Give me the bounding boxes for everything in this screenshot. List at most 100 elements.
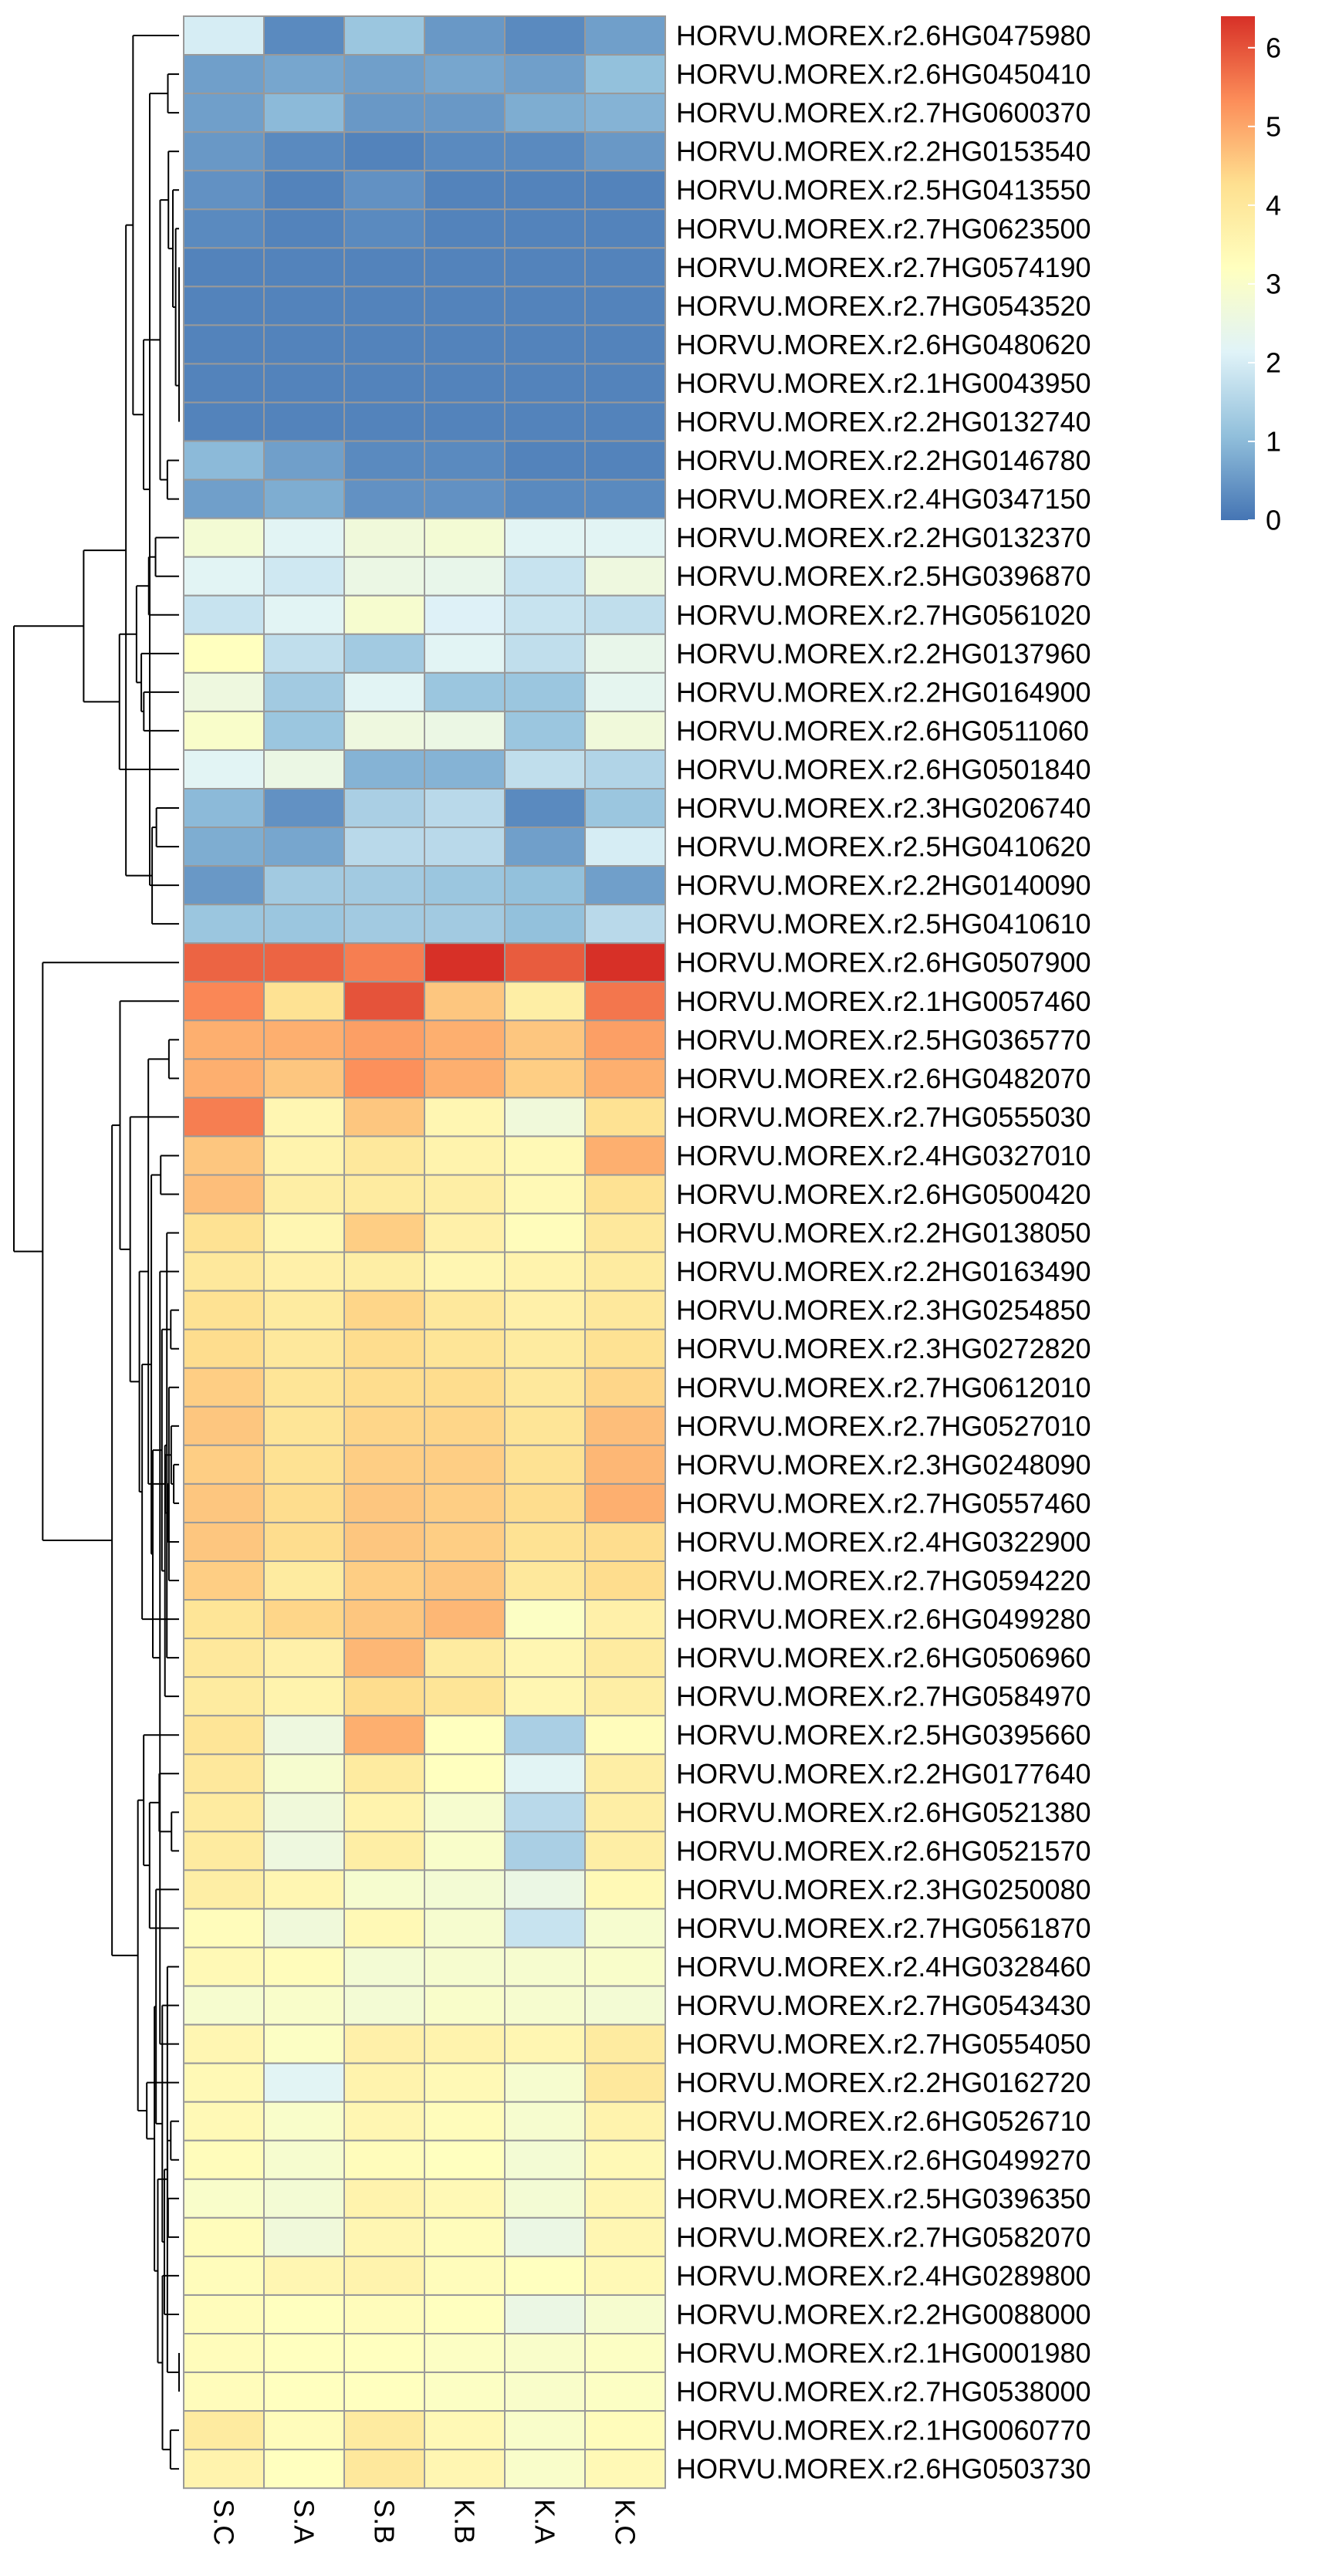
heatmap-cell bbox=[584, 1985, 666, 2026]
heatmap-cell bbox=[343, 517, 425, 558]
heatmap-cell bbox=[504, 1174, 586, 1215]
heatmap-cell bbox=[263, 440, 345, 481]
heatmap-cell bbox=[183, 2255, 265, 2296]
heatmap-cell bbox=[504, 15, 586, 56]
heatmap-cell bbox=[183, 2333, 265, 2374]
heatmap-cell bbox=[504, 1908, 586, 1949]
heatmap-cell bbox=[424, 827, 506, 867]
heatmap-cell bbox=[424, 2371, 506, 2412]
heatmap-cell bbox=[343, 865, 425, 906]
row-label: HORVU.MOREX.r2.7HG0582070 bbox=[676, 2221, 1091, 2253]
heatmap-cell bbox=[504, 2062, 586, 2103]
heatmap-cell bbox=[504, 1444, 586, 1485]
heatmap-cell bbox=[584, 594, 666, 635]
heatmap-cell bbox=[183, 2410, 265, 2451]
row-label: HORVU.MOREX.r2.2HG0088000 bbox=[676, 2298, 1091, 2330]
heatmap-cell bbox=[263, 1135, 345, 1176]
legend-colorbar bbox=[1221, 16, 1255, 520]
heatmap-cell bbox=[584, 1715, 666, 1756]
heatmap-cell bbox=[263, 1715, 345, 1756]
heatmap-cell bbox=[183, 1135, 265, 1176]
heatmap-cell bbox=[263, 1985, 345, 2026]
heatmap-cell bbox=[584, 1444, 666, 1485]
row-label: HORVU.MOREX.r2.3HG0254850 bbox=[676, 1294, 1091, 1326]
row-label: HORVU.MOREX.r2.5HG0395660 bbox=[676, 1719, 1091, 1751]
heatmap-cell bbox=[343, 2062, 425, 2103]
heatmap-cell bbox=[504, 2255, 586, 2296]
heatmap-cell bbox=[504, 2333, 586, 2374]
heatmap-cell bbox=[343, 2101, 425, 2142]
heatmap-cell bbox=[343, 671, 425, 712]
heatmap-cell bbox=[183, 710, 265, 751]
heatmap-cell bbox=[504, 1135, 586, 1176]
heatmap-cell bbox=[343, 710, 425, 751]
row-label: HORVU.MOREX.r2.5HG0410610 bbox=[676, 908, 1091, 940]
heatmap-cell bbox=[343, 2216, 425, 2257]
heatmap-cell bbox=[343, 2139, 425, 2180]
heatmap-cell bbox=[263, 286, 345, 326]
heatmap-cell bbox=[424, 942, 506, 983]
heatmap-cell bbox=[183, 2023, 265, 2064]
heatmap-cell bbox=[584, 1097, 666, 1138]
heatmap-cell bbox=[504, 440, 586, 481]
heatmap-cell bbox=[504, 2371, 586, 2412]
row-label: HORVU.MOREX.r2.6HG0499270 bbox=[676, 2144, 1091, 2175]
heatmap-cell bbox=[263, 15, 345, 56]
heatmap-cell bbox=[424, 1560, 506, 1601]
heatmap-cell bbox=[424, 324, 506, 365]
heatmap-cell bbox=[504, 1290, 586, 1330]
heatmap-cell bbox=[263, 2101, 345, 2142]
row-label: HORVU.MOREX.r2.4HG0328460 bbox=[676, 1951, 1091, 1983]
row-label: HORVU.MOREX.r2.7HG0527010 bbox=[676, 1410, 1091, 1442]
heatmap-cell bbox=[504, 401, 586, 442]
heatmap-cell bbox=[424, 1097, 506, 1138]
row-label: HORVU.MOREX.r2.2HG0164900 bbox=[676, 676, 1091, 708]
heatmap-cell bbox=[504, 904, 586, 945]
heatmap-cell bbox=[504, 363, 586, 404]
heatmap-cell bbox=[504, 749, 586, 790]
heatmap-cell bbox=[584, 827, 666, 867]
heatmap-cell bbox=[504, 1599, 586, 1640]
heatmap-cell bbox=[584, 2216, 666, 2257]
row-label: HORVU.MOREX.r2.6HG0526710 bbox=[676, 2105, 1091, 2137]
heatmap-cell bbox=[424, 2216, 506, 2257]
heatmap-cell bbox=[424, 710, 506, 751]
heatmap-cell bbox=[343, 93, 425, 134]
heatmap-cell bbox=[183, 942, 265, 983]
row-label: HORVU.MOREX.r2.2HG0163490 bbox=[676, 1256, 1091, 1287]
heatmap-cell bbox=[263, 324, 345, 365]
heatmap-cell bbox=[504, 1097, 586, 1138]
heatmap-cell bbox=[584, 904, 666, 945]
heatmap-cell bbox=[584, 517, 666, 558]
heatmap-cell bbox=[343, 1367, 425, 1408]
heatmap-cell bbox=[584, 2062, 666, 2103]
heatmap-cell bbox=[424, 1482, 506, 1523]
row-label: HORVU.MOREX.r2.2HG0140090 bbox=[676, 870, 1091, 901]
heatmap-cell bbox=[584, 710, 666, 751]
row-label: HORVU.MOREX.r2.2HG0146780 bbox=[676, 445, 1091, 476]
heatmap-cell bbox=[504, 2023, 586, 2064]
heatmap-cell bbox=[183, 1251, 265, 1292]
heatmap-cell bbox=[424, 1367, 506, 1408]
heatmap-cell bbox=[263, 1676, 345, 1717]
heatmap-cell bbox=[504, 981, 586, 1022]
heatmap-cell bbox=[183, 788, 265, 829]
heatmap-cell bbox=[584, 1599, 666, 1640]
heatmap-cell bbox=[424, 401, 506, 442]
heatmap-cell bbox=[183, 2371, 265, 2412]
heatmap-cell bbox=[424, 2101, 506, 2142]
heatmap-cell bbox=[504, 54, 586, 95]
heatmap-cell bbox=[343, 170, 425, 211]
heatmap-cell bbox=[504, 1367, 586, 1408]
heatmap-cell bbox=[263, 1831, 345, 1871]
heatmap-cell bbox=[263, 131, 345, 172]
heatmap-cell bbox=[343, 1097, 425, 1138]
heatmap-cell bbox=[263, 1251, 345, 1292]
row-label: HORVU.MOREX.r2.6HG0499280 bbox=[676, 1604, 1091, 1635]
heatmap-cell bbox=[584, 2178, 666, 2219]
heatmap-cell bbox=[424, 478, 506, 519]
heatmap-cell bbox=[504, 1831, 586, 1871]
heatmap-cell bbox=[504, 286, 586, 326]
heatmap-cell bbox=[343, 1715, 425, 1756]
